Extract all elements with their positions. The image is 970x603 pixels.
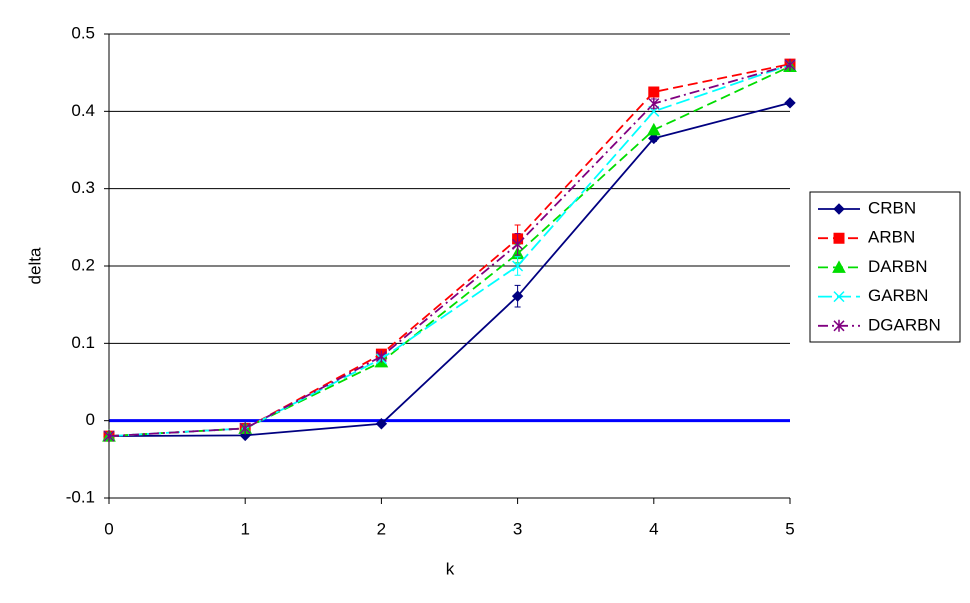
y-tick-label: 0.4 [71,101,95,120]
data-point [784,58,796,71]
legend-marker [833,319,845,332]
y-tick-label: 0.3 [71,178,95,197]
data-point [375,418,388,430]
x-tick-label: 1 [240,519,249,538]
data-point [375,350,387,363]
data-point [511,290,524,302]
x-axis-label: k [446,559,455,578]
y-tick-label: 0 [86,410,95,429]
x-tick-label: 5 [785,519,794,538]
x-tick-label: 0 [104,519,113,538]
legend-label: CRBN [868,198,916,217]
x-tick-label: 4 [649,519,658,538]
series-line [108,101,791,438]
series-line [108,65,791,438]
data-point [103,430,115,443]
data-point [784,97,796,109]
data-point [648,97,660,110]
legend-marker [832,260,846,273]
legend-label: GARBN [868,286,928,305]
series-line [108,64,791,438]
legend-marker [833,291,845,303]
y-tick-label: 0.2 [71,255,95,274]
legend-label: DGARBN [868,315,941,334]
y-tick-label: 0.5 [71,23,95,42]
series-line [108,63,791,438]
legend-label: DARBN [868,257,928,276]
x-tick-label: 2 [377,519,386,538]
data-point [648,105,660,117]
x-tick-label: 3 [513,519,522,538]
data-point [512,238,524,251]
legend-label: ARBN [868,228,915,247]
data-point [239,422,251,435]
data-point [648,86,660,98]
y-tick-label: -0.1 [66,487,95,506]
series-line [108,64,791,438]
data-point [648,132,660,145]
y-tick-label: 0.1 [71,333,95,352]
data-point [512,260,524,272]
data-point [646,122,661,136]
y-axis-label: delta [25,247,44,284]
legend-marker [833,232,845,244]
legend-marker [833,203,845,215]
